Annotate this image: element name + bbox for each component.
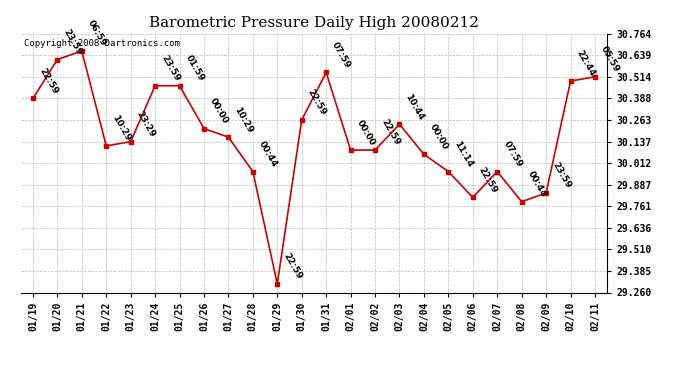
Text: 00:44: 00:44 [526, 170, 548, 199]
Text: 22:59: 22:59 [477, 165, 499, 195]
Text: 10:44: 10:44 [404, 92, 426, 122]
Text: 11:14: 11:14 [453, 140, 475, 169]
Text: 22:59: 22:59 [37, 66, 59, 96]
Title: Barometric Pressure Daily High 20080212: Barometric Pressure Daily High 20080212 [149, 16, 479, 30]
Text: 22:59: 22:59 [306, 88, 328, 117]
Text: 07:59: 07:59 [502, 140, 524, 169]
Text: 05:59: 05:59 [599, 45, 621, 74]
Text: 01:59: 01:59 [184, 54, 206, 83]
Text: 00:00: 00:00 [355, 118, 377, 147]
Text: 00:44: 00:44 [257, 140, 279, 169]
Text: 10:29: 10:29 [233, 105, 255, 134]
Text: 22:59: 22:59 [380, 118, 402, 147]
Text: 23:59: 23:59 [550, 161, 573, 190]
Text: 23:59: 23:59 [159, 54, 181, 83]
Text: Copyright 2008 Dartronics.com: Copyright 2008 Dartronics.com [23, 39, 179, 48]
Text: 22:59: 22:59 [282, 252, 304, 281]
Text: 22:44: 22:44 [575, 49, 597, 78]
Text: 23:59: 23:59 [61, 27, 83, 57]
Text: 07:59: 07:59 [331, 40, 353, 70]
Text: 06:59: 06:59 [86, 19, 108, 48]
Text: 00:00: 00:00 [428, 123, 450, 152]
Text: 00:00: 00:00 [208, 97, 230, 126]
Text: 10:29: 10:29 [110, 114, 132, 143]
Text: 23:29: 23:29 [135, 110, 157, 139]
